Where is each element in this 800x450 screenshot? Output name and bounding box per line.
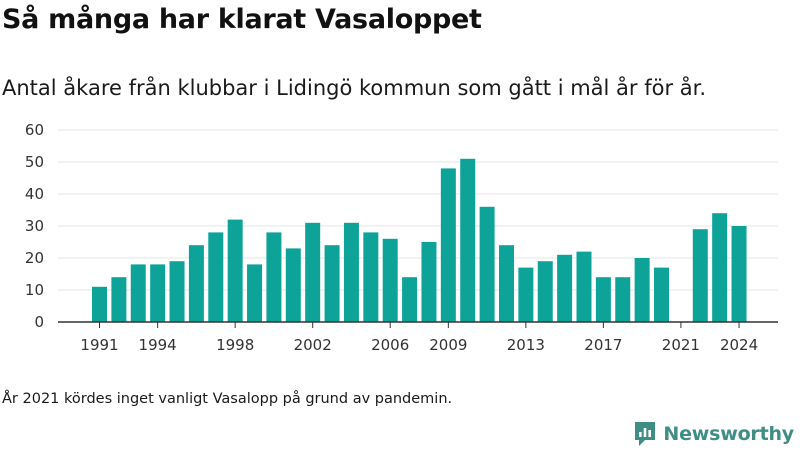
x-tick-label: 2009 xyxy=(429,336,467,354)
bar xyxy=(247,264,263,322)
bar xyxy=(130,264,146,322)
bar xyxy=(111,277,127,322)
x-tick-label: 2021 xyxy=(662,336,700,354)
footnote: År 2021 kördes inget vanligt Vasalopp på… xyxy=(2,391,453,407)
bar xyxy=(498,245,514,322)
bar xyxy=(615,277,631,322)
bar xyxy=(440,168,456,322)
y-tick-label: 10 xyxy=(25,281,44,299)
x-tick-label: 2006 xyxy=(371,336,409,354)
bar xyxy=(654,267,670,322)
bar xyxy=(324,245,340,322)
chart-title: Så många har klarat Vasaloppet xyxy=(2,4,482,35)
bar xyxy=(731,226,747,322)
bar xyxy=(595,277,611,322)
bar xyxy=(421,242,437,322)
y-tick-label: 0 xyxy=(34,313,44,331)
x-tick-label: 1998 xyxy=(216,336,254,354)
y-axis-ticks: 0 10 20 30 40 50 60 xyxy=(25,121,44,331)
bar-chart: 0 10 20 30 40 50 60 1991 1994 1998 2002 2006 2009 20… xyxy=(25,121,778,354)
newsworthy-logo-text: Newsworthy xyxy=(663,423,794,445)
bar xyxy=(692,229,708,322)
bar xyxy=(305,222,321,322)
bar xyxy=(712,213,728,322)
bar xyxy=(557,254,573,322)
bar xyxy=(479,206,495,322)
bar xyxy=(382,238,398,322)
bar xyxy=(92,286,107,322)
x-tick-label: 2013 xyxy=(507,336,545,354)
newsworthy-logo[interactable]: Newsworthy xyxy=(633,420,794,448)
bar xyxy=(188,245,204,322)
x-tick-label: 2002 xyxy=(294,336,332,354)
y-tick-label: 60 xyxy=(25,121,44,139)
bar xyxy=(402,277,418,322)
bar xyxy=(460,158,476,322)
bar xyxy=(363,232,379,322)
y-tick-label: 20 xyxy=(25,249,44,267)
bar xyxy=(343,222,359,322)
newsworthy-logo-icon xyxy=(635,422,656,446)
y-tick-label: 40 xyxy=(25,185,44,203)
x-axis-ticks: 1991 1994 1998 2002 2006 2009 2013 2017 2021 2024 xyxy=(80,322,758,354)
y-tick-label: 50 xyxy=(25,153,44,171)
bar xyxy=(518,267,534,322)
bar xyxy=(634,258,650,322)
y-tick-label: 30 xyxy=(25,217,44,235)
bar xyxy=(266,232,282,322)
bar xyxy=(208,232,224,322)
x-tick-label: 2017 xyxy=(584,336,622,354)
chart-subtitle: Antal åkare från klubbar i Lidingö kommu… xyxy=(2,76,707,100)
bar xyxy=(169,261,185,322)
x-tick-label: 1991 xyxy=(80,336,118,354)
bar xyxy=(576,251,592,322)
bar xyxy=(285,248,301,322)
grid-lines xyxy=(58,129,778,291)
x-tick-label: 2024 xyxy=(720,336,758,354)
bar xyxy=(227,219,243,322)
x-tick-label: 1994 xyxy=(139,336,177,354)
bars xyxy=(92,158,747,322)
bar xyxy=(537,261,553,322)
bar xyxy=(150,264,166,322)
